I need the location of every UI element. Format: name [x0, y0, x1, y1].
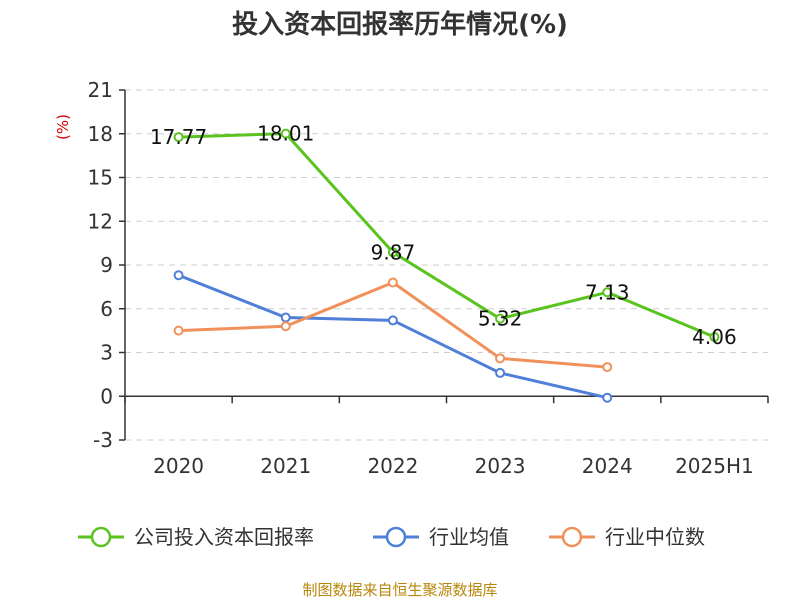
- legend-label: 公司投入资本回报率: [134, 525, 314, 549]
- grid-lines: [125, 89, 768, 441]
- data-point: [387, 247, 398, 258]
- data-label: 4.06: [692, 325, 737, 349]
- x-tick-label: 2021: [260, 454, 311, 478]
- legend-label: 行业中位数: [605, 525, 705, 549]
- data-point: [280, 312, 291, 323]
- y-axis-label: (%): [54, 114, 72, 140]
- y-tick-label: 18: [88, 122, 113, 146]
- data-point: [280, 321, 291, 332]
- y-tick-label: 9: [100, 253, 113, 277]
- legend-item-0[interactable]: 公司投入资本回报率: [78, 525, 314, 549]
- y-tick-label: -3: [93, 428, 113, 452]
- x-tick-label: 2022: [367, 454, 418, 478]
- data-point: [602, 362, 613, 373]
- y-tick-label: 12: [88, 209, 113, 233]
- y-tick-label: 6: [100, 297, 113, 321]
- y-tick-label: 3: [100, 341, 113, 365]
- data-point: [602, 392, 613, 403]
- x-tick-label: 2023: [475, 454, 526, 478]
- series-lines: [173, 128, 720, 403]
- y-tick-label: 15: [88, 166, 113, 190]
- x-tick-label: 2020: [153, 454, 204, 478]
- data-point: [173, 270, 184, 281]
- series-line-0: [178, 132, 715, 339]
- legend-swatch-marker: [385, 526, 407, 548]
- legend-swatch-marker: [561, 526, 583, 548]
- legend[interactable]: 公司投入资本回报率 行业均值 行业中位数: [78, 525, 705, 549]
- legend-swatch-marker: [90, 526, 112, 548]
- data-label: 9.87: [371, 240, 416, 264]
- axes: -3 0 3 6 9 12 15 18 21 2020 2021 2022 2023 2024 2025H1: [88, 78, 769, 478]
- data-point: [495, 353, 506, 364]
- chart-title: 投入资本回报率历年情况(%): [232, 9, 568, 40]
- series-line-1: [178, 273, 608, 400]
- data-label: 7.13: [585, 280, 630, 304]
- x-tick-label: 2024: [582, 454, 633, 478]
- data-point: [280, 128, 291, 139]
- data-point: [602, 287, 613, 298]
- legend-item-1[interactable]: 行业均值: [373, 525, 509, 549]
- data-point: [495, 313, 506, 324]
- data-label: 17.77: [150, 125, 207, 149]
- x-tick-label: 2025H1: [675, 454, 754, 478]
- legend-item-2[interactable]: 行业中位数: [549, 525, 705, 549]
- data-point: [173, 325, 184, 336]
- legend-label: 行业均值: [429, 525, 509, 549]
- data-labels: 17.77 18.01 9.87 5.32 7.13 4.06: [150, 122, 737, 349]
- y-tick-label: 21: [88, 78, 113, 102]
- y-tick-label: 0: [100, 384, 113, 408]
- data-point: [173, 132, 184, 143]
- data-label: 5.32: [478, 307, 523, 331]
- data-point: [387, 277, 398, 288]
- source-note: 制图数据来自恒生聚源数据库: [302, 581, 497, 599]
- data-point: [387, 315, 398, 326]
- data-point: [709, 332, 720, 343]
- data-label: 18.01: [257, 122, 314, 146]
- data-point: [495, 367, 506, 378]
